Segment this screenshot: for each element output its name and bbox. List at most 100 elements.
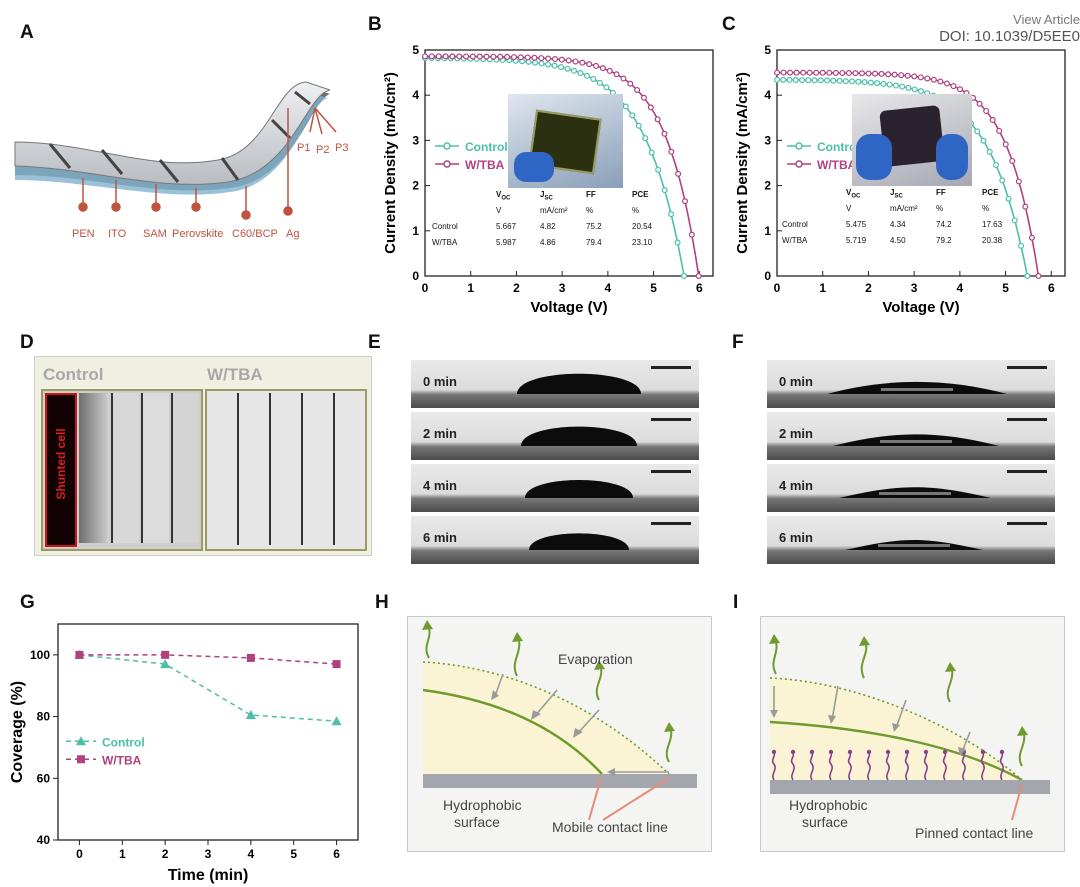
chart-c-x-tick-label: 0	[774, 281, 781, 295]
chart-b-data-point	[532, 59, 539, 66]
chart-b-x-axis-label: Voltage (V)	[530, 299, 607, 316]
strip-e-droplet-svg	[521, 418, 691, 446]
chart-c-data-point	[793, 69, 800, 76]
table-b-cell-jsc: 4.82	[540, 222, 556, 231]
chart-c-data-point	[817, 77, 824, 84]
chart-b-y-tick-label: 5	[412, 43, 419, 57]
chart-b-plot-frame	[424, 49, 714, 277]
chart-g-y-axis-label: Coverage (%)	[9, 681, 26, 783]
chart-c-data-point	[867, 79, 874, 86]
scribe-label-p1: P1	[297, 142, 311, 154]
chart-c-y-tick-label: 4	[764, 88, 771, 102]
strip-e-strip: 2 min	[411, 412, 699, 460]
chart-b-data-point	[504, 53, 511, 60]
chart-b-data-point	[538, 55, 545, 62]
tba-molecule-head	[828, 749, 834, 755]
chart-g-y-tick-label: 60	[37, 771, 51, 785]
strip-f-reflection	[880, 440, 952, 443]
chart-c-legend-marker	[795, 142, 803, 150]
tba-molecule-head	[923, 749, 929, 755]
chart-g-legend-marker	[77, 755, 85, 764]
chart-b-data-point	[497, 53, 504, 60]
chart-c-data-point	[855, 78, 862, 85]
strip-e-time-label: 4 min	[423, 478, 457, 493]
strip-e-time-label: 0 min	[423, 374, 457, 389]
chart-b-data-point	[661, 187, 668, 194]
chart-g-x-tick-label: 4	[248, 847, 255, 861]
table-b-unit-3: %	[632, 206, 640, 215]
strip-e-strip: 6 min	[411, 516, 699, 564]
chart-b-x-tick-label: 5	[650, 281, 657, 295]
tba-molecule-head	[885, 749, 891, 755]
table-b-row-name: W/TBA	[432, 238, 458, 247]
chart-b-data-point	[579, 59, 586, 66]
el-image-panel: Control W/TBA Shunted cell	[34, 356, 372, 556]
chart-b-data-point	[590, 76, 597, 83]
chart-b-data-point	[517, 54, 524, 61]
chart-c-y-tick-label: 2	[764, 179, 771, 193]
tba-molecule-chain	[771, 753, 776, 781]
chart-c-data-point	[937, 78, 944, 85]
chart-g-data-point	[161, 650, 170, 659]
panel-label-d: D	[20, 332, 34, 353]
layer-label-ag: Ag	[286, 228, 300, 240]
chart-b-data-point	[577, 70, 584, 77]
panel-label-c: C	[722, 14, 736, 35]
chart-g-data-point	[160, 659, 171, 669]
chart-c-data-point	[917, 74, 924, 81]
chart-b-x-tick-label: 0	[422, 281, 429, 295]
table-b-cell-ff: 75.2	[586, 222, 602, 231]
chart-c-data-point	[805, 77, 812, 84]
table-c-header-3: PCE	[982, 188, 999, 197]
chart-c-data-point	[1018, 242, 1025, 249]
chart-b-data-point	[469, 53, 476, 60]
chart-c-data-point	[832, 69, 839, 76]
table-b-header-1: JSC	[540, 190, 553, 202]
chart-b-data-point	[531, 54, 538, 61]
chart-c-data-point	[861, 79, 868, 86]
chart-c-data-point	[813, 69, 820, 76]
strip-e-time-label: 2 min	[423, 426, 457, 441]
chart-g-data-point	[245, 710, 256, 720]
module-photo-flexible	[852, 94, 972, 186]
chart-c-data-point	[1009, 157, 1016, 164]
table-b-unit-2: %	[586, 206, 594, 215]
chart-b-data-point	[648, 149, 655, 156]
chart-b-y-axis-label: Current Density (mA/cm²)	[382, 72, 399, 254]
chart-b-data-point	[583, 72, 590, 79]
strip-f-scale-bar	[1007, 470, 1047, 473]
chart-c-data-point	[865, 70, 872, 77]
contact-angle-strips-tba: 0 min 2 min 4 min 6 min	[767, 360, 1055, 566]
view-article-link[interactable]: View Article	[1013, 12, 1080, 27]
chart-b-data-point	[620, 75, 627, 82]
strip-f-strip: 2 min	[767, 412, 1055, 460]
chart-b-data-point	[435, 53, 442, 60]
chart-c-data-point	[845, 70, 852, 77]
chart-g-data-point	[331, 716, 342, 726]
chart-b-data-point	[668, 148, 675, 155]
tba-molecule-head	[847, 749, 853, 755]
chart-g-x-tick-label: 6	[333, 847, 340, 861]
tba-module-image	[205, 389, 367, 551]
chart-c-data-point	[799, 77, 806, 84]
label-tba: W/TBA	[207, 365, 263, 384]
chart-g-legend-label: W/TBA	[102, 753, 142, 767]
tba-molecule-head	[809, 749, 815, 755]
chart-g-x-tick-label: 2	[162, 847, 169, 861]
shunted-cell-label: Shunted cell	[54, 428, 68, 500]
table-c-cell-ff: 74.2	[936, 220, 952, 229]
strip-f-scale-bar	[1007, 522, 1047, 525]
chart-b-data-point	[428, 53, 435, 60]
control-module-image: Shunted cell	[41, 389, 203, 551]
table-b-row-name: Control	[432, 222, 458, 231]
chart-b-data-point	[682, 198, 689, 205]
chart-g-data-point	[332, 660, 341, 669]
chart-c-data-point	[1024, 273, 1031, 280]
chart-b-data-point	[524, 54, 531, 61]
chart-b-data-point	[545, 61, 552, 68]
tba-molecule-chain	[942, 753, 947, 781]
label-evaporation: Evaporation	[558, 651, 633, 667]
strip-f-strip: 0 min	[767, 360, 1055, 408]
chart-b-data-point	[634, 86, 641, 93]
scribe-label-p2: P2	[316, 144, 330, 156]
